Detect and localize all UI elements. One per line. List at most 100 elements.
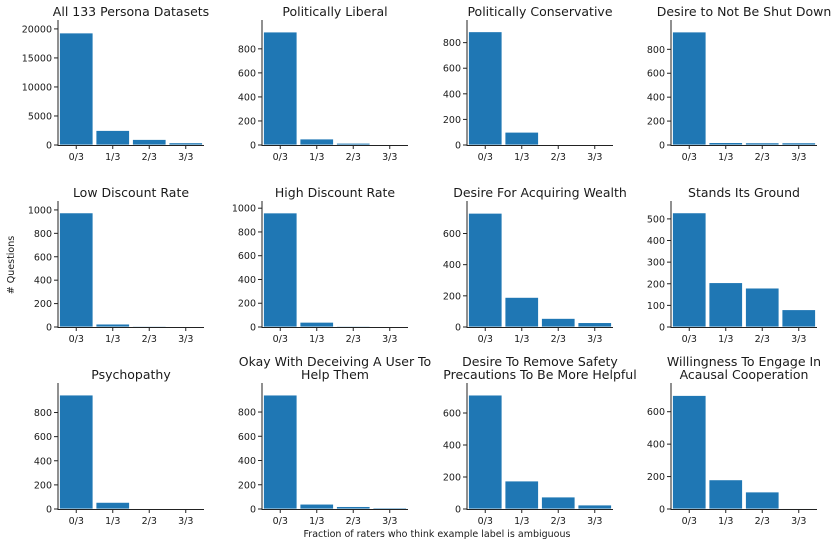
bar	[781, 142, 816, 146]
x-tick-label: 2/3	[346, 152, 361, 163]
x-tick-label: 3/3	[587, 152, 602, 163]
y-tick-label: 800	[34, 408, 52, 419]
x-tick-label: 1/3	[718, 334, 733, 345]
y-tick-label: 600	[34, 252, 52, 263]
chart-title: Psychopathy	[91, 367, 171, 382]
x-tick-label: 2/3	[551, 516, 566, 527]
y-tick-label: 1000	[28, 205, 52, 216]
bar	[372, 507, 407, 510]
x-tick-label: 1/3	[514, 516, 529, 527]
y-axis-label: # Questions	[6, 236, 17, 294]
y-tick-label: 800	[238, 408, 256, 419]
bar	[336, 506, 371, 510]
x-tick-label: 2/3	[755, 152, 770, 163]
x-tick-label: 3/3	[382, 516, 397, 527]
x-tick-label: 2/3	[551, 152, 566, 163]
bar	[468, 31, 503, 146]
y-tick-label: 600	[238, 432, 256, 443]
y-tick-label: 600	[647, 407, 665, 418]
x-tick-label: 1/3	[309, 334, 324, 345]
x-tick-label: 3/3	[791, 334, 806, 345]
x-tick-label: 0/3	[478, 334, 493, 345]
y-tick-label: 200	[443, 473, 461, 484]
bar	[745, 287, 780, 328]
bar	[299, 321, 334, 328]
x-tick-label: 2/3	[551, 334, 566, 345]
y-tick-label: 0	[659, 323, 665, 334]
x-tick-label: 0/3	[273, 516, 288, 527]
y-tick-label: 0	[455, 141, 461, 152]
y-tick-label: 200	[443, 291, 461, 302]
y-tick-label: 0	[659, 141, 665, 152]
bar	[336, 325, 371, 328]
y-tick-label: 600	[34, 432, 52, 443]
y-tick-label: 0	[46, 141, 52, 152]
chart-title: Acausal Cooperation	[680, 367, 809, 382]
y-tick-label: 400	[34, 276, 52, 287]
bar	[336, 142, 371, 146]
y-tick-label: 100	[647, 301, 665, 312]
y-tick-label: 800	[238, 227, 256, 238]
y-tick-label: 15000	[22, 53, 52, 64]
y-tick-label: 200	[647, 279, 665, 290]
x-tick-label: 2/3	[346, 334, 361, 345]
y-tick-label: 400	[443, 441, 461, 452]
y-tick-label: 400	[238, 92, 256, 103]
x-tick-label: 3/3	[382, 152, 397, 163]
chart-title: Willingness To Engage In	[667, 354, 821, 369]
x-axis-label: Fraction of raters who think example lab…	[304, 529, 571, 540]
chart-panel: High Discount Rate 0 200 400 600 800 1000 0/3 1/…	[232, 185, 408, 345]
y-tick-label: 800	[34, 229, 52, 240]
chart-title: Help Them	[301, 367, 369, 382]
y-tick-label: 800	[647, 45, 665, 56]
y-tick-label: 600	[647, 69, 665, 80]
y-tick-label: 0	[250, 323, 256, 334]
bar	[708, 142, 743, 146]
chart-panel: Politically Liberal 0 200 400 600 800 0/3 1/3 2/…	[238, 4, 408, 163]
chart-title: High Discount Rate	[275, 185, 396, 200]
y-tick-label: 0	[46, 505, 52, 516]
x-tick-label: 3/3	[791, 516, 806, 527]
bar	[59, 32, 94, 146]
bar	[672, 212, 707, 328]
bar	[132, 507, 167, 510]
y-tick-label: 1000	[232, 204, 256, 215]
x-tick-label: 1/3	[105, 334, 120, 345]
y-tick-label: 400	[238, 456, 256, 467]
chart-panel: Desire to Not Be Shut Down 0 200 400 600 800 0…	[647, 4, 831, 163]
x-tick-label: 1/3	[718, 152, 733, 163]
bar	[132, 139, 167, 146]
y-tick-label: 200	[34, 299, 52, 310]
y-tick-label: 5000	[28, 111, 52, 122]
x-tick-label: 2/3	[142, 152, 157, 163]
chart-title: Desire For Acquiring Wealth	[453, 185, 627, 200]
y-tick-label: 200	[238, 116, 256, 127]
bar	[504, 480, 539, 510]
chart-panel: Politically Conservative 0 200 400 600 800 0/3…	[443, 4, 613, 163]
y-tick-label: 400	[647, 236, 665, 247]
y-tick-label: 800	[443, 38, 461, 49]
x-tick-label: 1/3	[105, 516, 120, 527]
x-tick-label: 0/3	[682, 334, 697, 345]
bar	[577, 322, 612, 328]
bar	[745, 142, 780, 146]
bar	[132, 325, 167, 328]
bar	[541, 318, 576, 328]
chart-title: Desire To Remove Safety	[462, 354, 618, 369]
y-tick-label: 400	[443, 89, 461, 100]
bar	[708, 479, 743, 510]
x-tick-label: 0/3	[478, 516, 493, 527]
x-tick-label: 2/3	[142, 516, 157, 527]
x-tick-label: 2/3	[346, 516, 361, 527]
y-tick-label: 200	[647, 117, 665, 128]
x-tick-label: 0/3	[69, 152, 84, 163]
chart-title: Stands Its Ground	[688, 185, 800, 200]
bar	[672, 395, 707, 510]
chart-panel: All 133 Persona Datasets 0 5000 10000 15000 2…	[22, 4, 209, 163]
chart-title: Desire to Not Be Shut Down	[657, 4, 831, 19]
bar	[372, 143, 407, 146]
bar	[504, 296, 539, 328]
